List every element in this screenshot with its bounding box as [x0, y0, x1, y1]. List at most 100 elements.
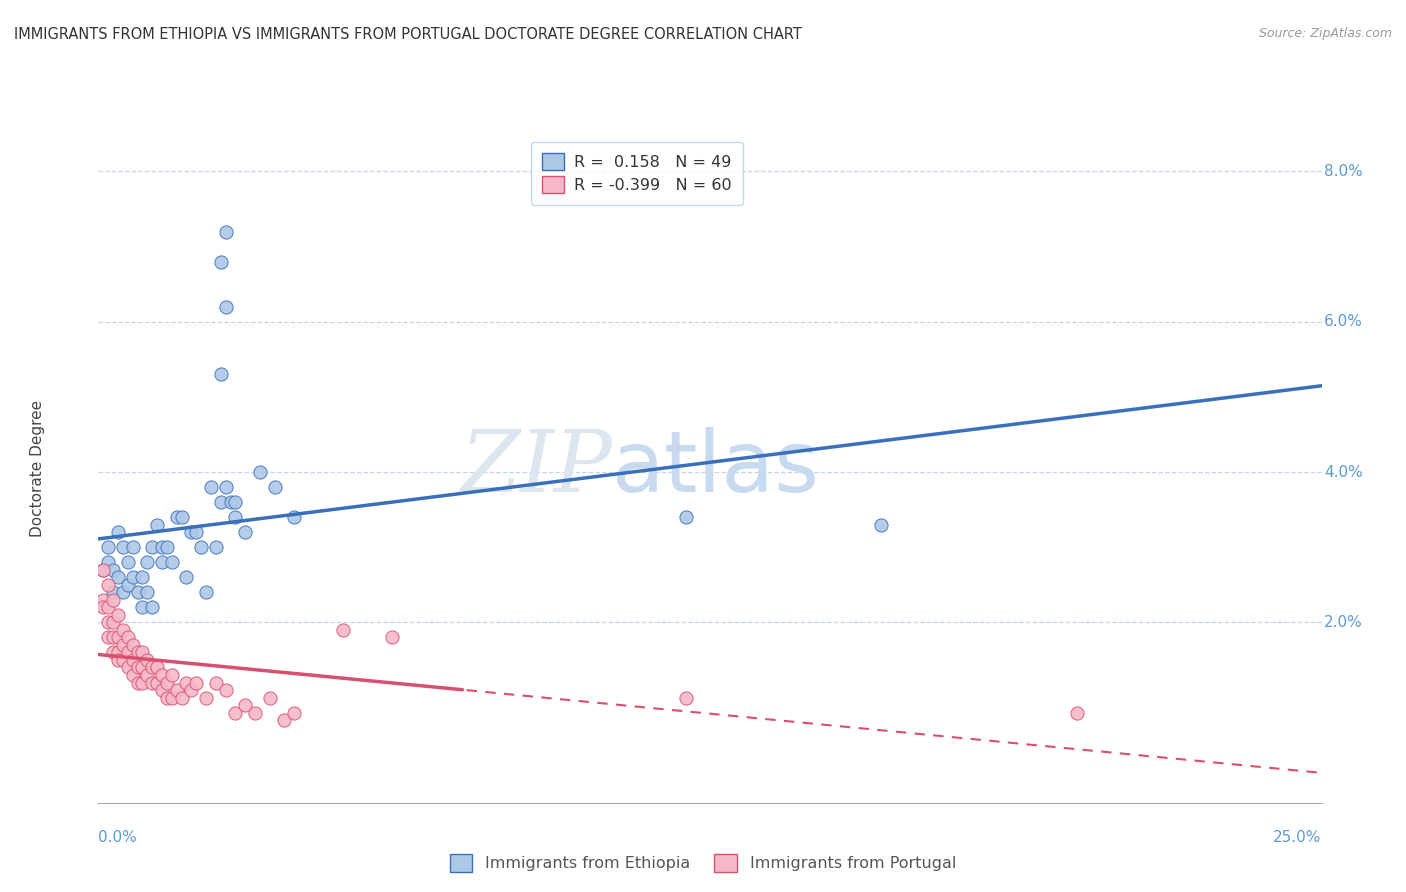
Point [97, 578, 120, 592]
Point [111, 585, 134, 599]
Point [263, 480, 285, 494]
Point [101, 645, 124, 659]
Point [209, 368, 232, 382]
Point [166, 683, 188, 698]
Text: atlas: atlas [612, 426, 820, 510]
Point [150, 555, 173, 569]
Point [146, 675, 169, 690]
Point [170, 690, 193, 705]
Point [97, 615, 120, 630]
Point [131, 675, 153, 690]
Point [101, 592, 124, 607]
Point [97, 631, 120, 645]
Point [111, 653, 134, 667]
Point [101, 615, 124, 630]
Point [141, 600, 163, 615]
Point [136, 668, 159, 682]
Legend: Immigrants from Ethiopia, Immigrants from Portugal: Immigrants from Ethiopia, Immigrants fro… [441, 847, 965, 880]
Text: 2.0%: 2.0% [1324, 615, 1362, 630]
Point [224, 495, 246, 509]
Point [176, 675, 198, 690]
Point [97, 555, 120, 569]
Point [111, 638, 134, 652]
Point [127, 585, 149, 599]
Point [101, 563, 124, 577]
Text: 25.0%: 25.0% [1274, 830, 1322, 845]
Point [117, 555, 139, 569]
Point [136, 653, 159, 667]
Point [156, 675, 179, 690]
Point [107, 607, 129, 622]
Point [117, 578, 139, 592]
Point [107, 525, 129, 540]
Point [117, 645, 139, 659]
Point [150, 683, 173, 698]
Text: 0.0%: 0.0% [98, 830, 138, 845]
Point [675, 510, 697, 524]
Point [107, 645, 129, 659]
Point [205, 540, 228, 554]
Point [127, 675, 149, 690]
Point [141, 660, 163, 674]
Point [121, 653, 143, 667]
Point [136, 555, 159, 569]
Point [101, 585, 124, 599]
Point [101, 631, 124, 645]
Point [150, 540, 173, 554]
Text: 8.0%: 8.0% [1324, 164, 1362, 179]
Point [249, 465, 271, 479]
Point [150, 668, 173, 682]
Point [332, 623, 354, 637]
Point [283, 510, 305, 524]
Point [243, 706, 266, 720]
Point [160, 555, 183, 569]
Point [127, 660, 149, 674]
Point [224, 510, 246, 524]
Point [160, 668, 183, 682]
Point [117, 631, 139, 645]
Point [233, 698, 256, 712]
Point [186, 675, 208, 690]
Point [97, 540, 120, 554]
Text: Doctorate Degree: Doctorate Degree [30, 400, 45, 537]
Point [156, 690, 179, 705]
Text: Source: ZipAtlas.com: Source: ZipAtlas.com [1258, 27, 1392, 40]
Point [180, 525, 202, 540]
Point [121, 638, 143, 652]
Point [160, 690, 183, 705]
Point [91, 592, 114, 607]
Point [156, 540, 179, 554]
Point [283, 706, 305, 720]
Point [195, 585, 218, 599]
Point [146, 660, 169, 674]
Point [111, 623, 134, 637]
Point [131, 645, 153, 659]
Point [107, 653, 129, 667]
Point [131, 570, 153, 584]
Point [180, 683, 202, 698]
Point [107, 570, 129, 584]
Text: IMMIGRANTS FROM ETHIOPIA VS IMMIGRANTS FROM PORTUGAL DOCTORATE DEGREE CORRELATIO: IMMIGRANTS FROM ETHIOPIA VS IMMIGRANTS F… [14, 27, 801, 42]
Point [224, 706, 246, 720]
Point [259, 690, 281, 705]
Point [97, 600, 120, 615]
Point [209, 254, 232, 268]
Point [195, 690, 218, 705]
Point [176, 570, 198, 584]
Point [219, 495, 242, 509]
Point [111, 540, 134, 554]
Point [200, 480, 222, 494]
Point [121, 570, 143, 584]
Point [214, 480, 236, 494]
Point [170, 510, 193, 524]
Point [127, 645, 149, 659]
Point [121, 540, 143, 554]
Legend: R =  0.158   N = 49, R = -0.399   N = 60: R = 0.158 N = 49, R = -0.399 N = 60 [530, 142, 742, 204]
Point [381, 631, 404, 645]
Point [136, 585, 159, 599]
Point [214, 300, 236, 314]
Point [209, 495, 232, 509]
Point [131, 600, 153, 615]
Point [273, 713, 295, 727]
Point [141, 675, 163, 690]
